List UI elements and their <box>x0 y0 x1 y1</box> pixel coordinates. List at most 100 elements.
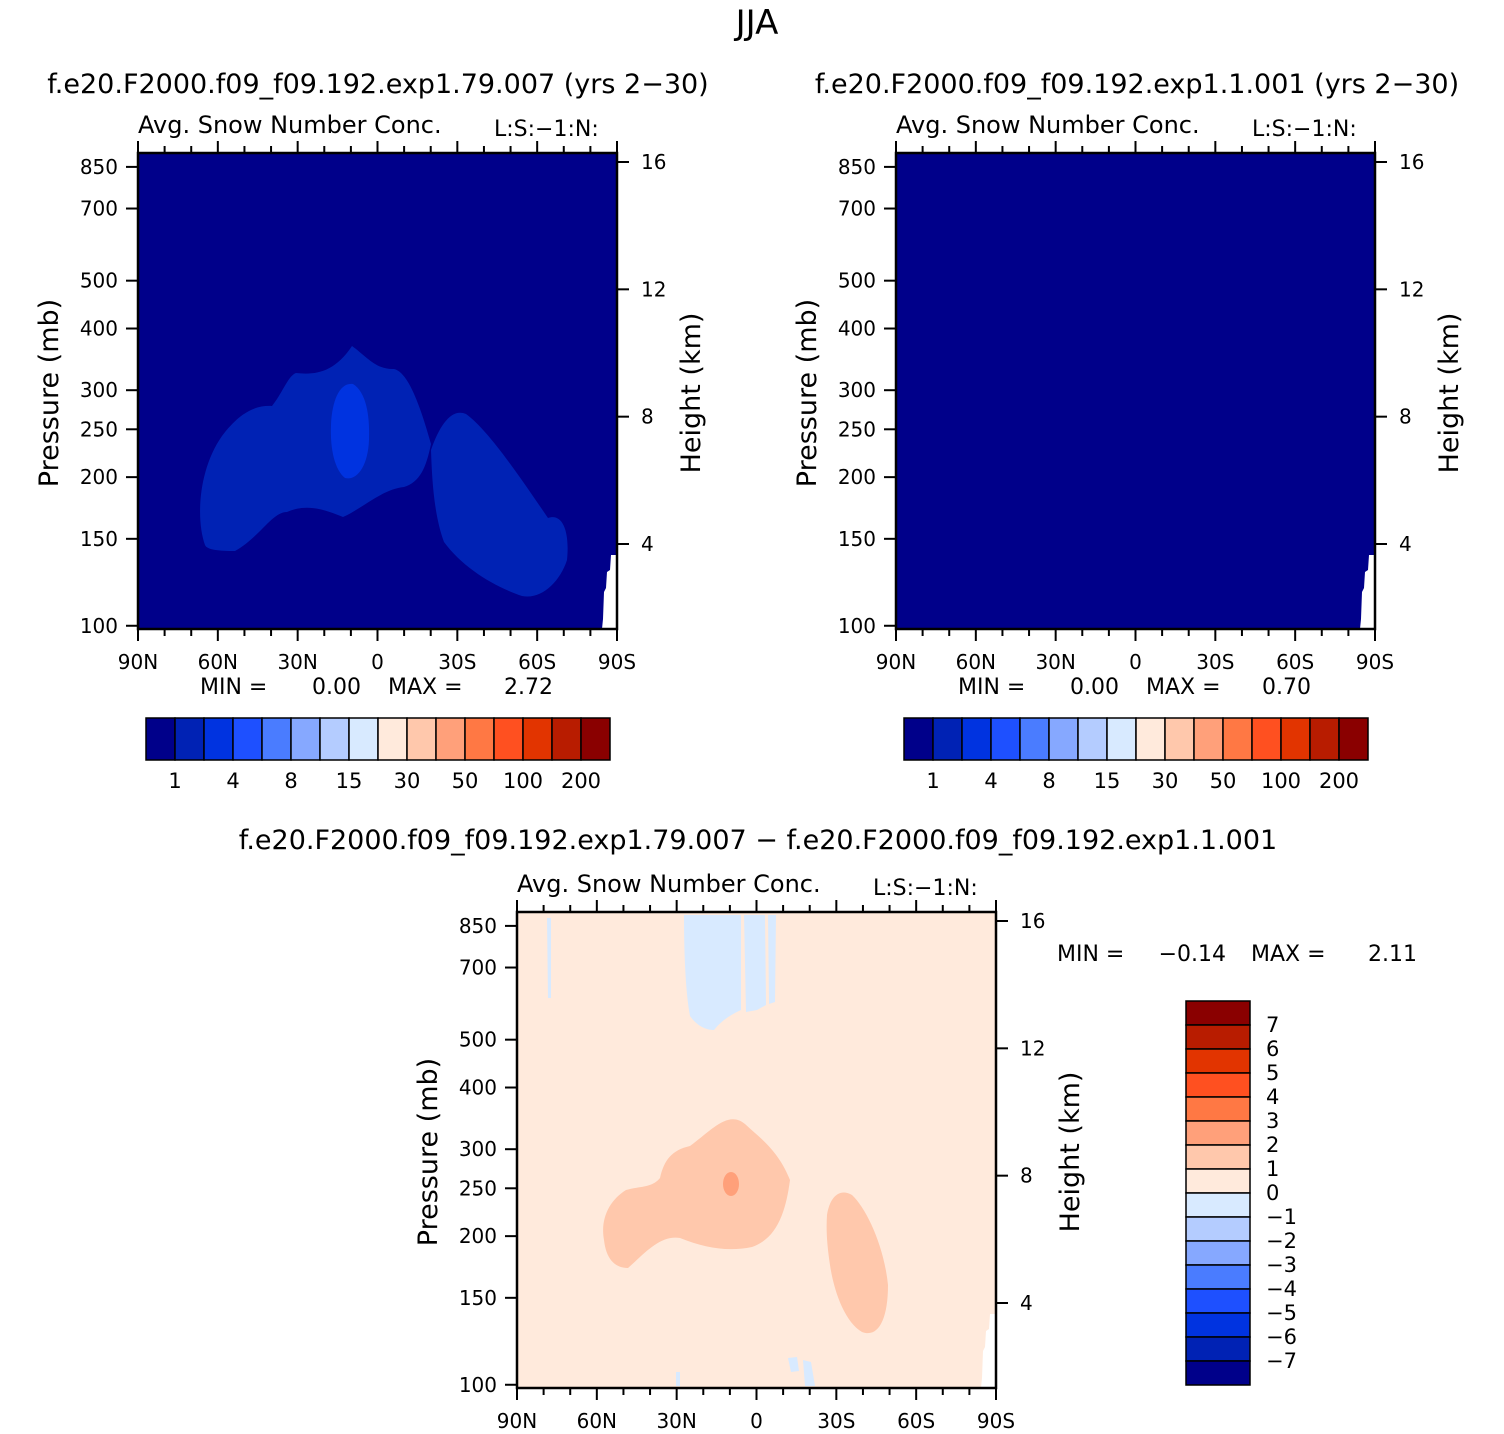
lat-tick-label: 60N <box>956 650 996 674</box>
colorbar-label: 3 <box>1266 1109 1279 1133</box>
lat-tick-label: 90S <box>598 650 636 674</box>
lat-tick-label: 0 <box>750 1409 763 1433</box>
pressure-tick-label: 400 <box>838 317 876 341</box>
lat-tick-label: 30S <box>438 650 476 674</box>
colorbar-swatch <box>1185 1240 1251 1266</box>
colorbar-swatch <box>1251 717 1282 761</box>
panel-2-max-value: 0.70 <box>1262 675 1311 700</box>
pressure-tick-label: 100 <box>80 614 118 638</box>
colorbar-swatch <box>1135 717 1166 761</box>
height-tick-label: 12 <box>1399 277 1424 301</box>
colorbar-swatch <box>1185 1192 1251 1218</box>
panel-1-subtitle-right: L:S:−1:N: <box>494 117 599 142</box>
lat-tick-label: 60S <box>897 1409 935 1433</box>
lat-tick-label: 30S <box>817 1409 855 1433</box>
panel-2-ylabel: Pressure (mb) <box>792 299 823 487</box>
panel-3-min-value: −0.14 <box>1159 942 1226 967</box>
lat-tick-label: 90N <box>876 650 916 674</box>
colorbar-label: 4 <box>226 769 239 793</box>
panel-1-min-label: MIN = <box>200 675 267 700</box>
colorbar-swatch <box>1309 717 1340 761</box>
colorbar-swatch <box>145 717 176 761</box>
pressure-tick-label: 700 <box>80 197 118 221</box>
pressure-tick-label: 250 <box>838 417 876 441</box>
colorbar-swatch <box>1185 1336 1251 1362</box>
height-tick-label: 4 <box>1020 1291 1033 1315</box>
colorbar-label: 50 <box>452 769 479 793</box>
panel-3-ylabel: Pressure (mb) <box>413 1058 444 1246</box>
pressure-tick-label: 300 <box>838 378 876 402</box>
colorbar-label: −6 <box>1266 1325 1297 1349</box>
colorbar-label: 2 <box>1266 1133 1279 1157</box>
colorbar-swatch <box>1185 1288 1251 1314</box>
panel-3-subtitle-right: L:S:−1:N: <box>873 876 978 901</box>
lat-tick-label: 60S <box>518 650 556 674</box>
colorbar-swatch <box>522 717 553 761</box>
colorbar-swatch <box>961 717 992 761</box>
pressure-tick-label: 150 <box>459 1286 497 1310</box>
panel-3-subtitle: Avg. Snow Number Conc. <box>517 870 821 898</box>
colorbar-swatch <box>290 717 321 761</box>
colorbar-label: 100 <box>1261 769 1301 793</box>
pressure-tick-label: 500 <box>80 269 118 293</box>
pressure-tick-label: 850 <box>80 155 118 179</box>
pressure-tick-label: 100 <box>459 1373 497 1397</box>
colorbar-swatch <box>348 717 379 761</box>
lat-tick-label: 0 <box>371 650 384 674</box>
panel-3-min-label: MIN = <box>1057 942 1124 967</box>
lat-tick-label: 30N <box>1035 650 1075 674</box>
lat-tick-label: 30N <box>277 650 317 674</box>
colorbar-swatch <box>1048 717 1079 761</box>
height-tick-label: 12 <box>1020 1036 1045 1060</box>
panel-1-max-value: 2.72 <box>504 675 553 700</box>
panel-3-max-value: 2.11 <box>1368 942 1417 967</box>
colorbar-swatch <box>1185 1048 1251 1074</box>
colorbar-swatch <box>551 717 582 761</box>
colorbar-swatch <box>1338 717 1369 761</box>
panel-3-max-label: MAX = <box>1251 942 1326 967</box>
panel-1-ylabel: Pressure (mb) <box>34 299 65 487</box>
lat-tick-label: 0 <box>1129 650 1142 674</box>
panel-3-ticks <box>505 900 1008 1400</box>
colorbar-swatch <box>319 717 350 761</box>
panel-2-header: f.e20.F2000.f09_f09.192.exp1.1.001 (yrs … <box>815 69 1459 100</box>
colorbar-swatch <box>1185 1312 1251 1338</box>
colorbar-label: 100 <box>503 769 543 793</box>
colorbar-swatch <box>377 717 408 761</box>
colorbar-swatch <box>1019 717 1050 761</box>
colorbar-label: 5 <box>1266 1061 1279 1085</box>
pressure-tick-label: 200 <box>80 465 118 489</box>
pressure-tick-label: 150 <box>838 527 876 551</box>
panel-1: f.e20.F2000.f09_f09.192.exp1.79.007 (yrs… <box>34 69 709 793</box>
height-tick-label: 8 <box>1399 405 1412 429</box>
pressure-tick-label: 100 <box>838 614 876 638</box>
lat-tick-label: 60N <box>577 1409 617 1433</box>
panel-3-region-negative-low-2 <box>803 1360 815 1386</box>
panel-3-region-max-core <box>723 1172 739 1196</box>
colorbar-swatch <box>1185 1168 1251 1194</box>
colorbar-label: −5 <box>1266 1301 1297 1325</box>
colorbar-swatch <box>464 717 495 761</box>
panel-1-header: f.e20.F2000.f09_f09.192.exp1.79.007 (yrs… <box>47 69 708 100</box>
panel-3: f.e20.F2000.f09_f09.192.exp1.79.007 − f.… <box>239 825 1417 1433</box>
colorbar-label: −3 <box>1266 1253 1297 1277</box>
panel-3-region-positive-sh <box>826 1192 888 1334</box>
height-tick-label: 8 <box>1020 1164 1033 1188</box>
colorbar-swatch <box>232 717 263 761</box>
colorbar-swatch <box>1280 717 1311 761</box>
pressure-tick-label: 200 <box>459 1224 497 1248</box>
panel-2-ticks <box>884 141 1387 641</box>
colorbar-label: −7 <box>1266 1349 1297 1373</box>
panel-3-missing-data <box>981 1314 996 1388</box>
colorbar-label: −4 <box>1266 1277 1297 1301</box>
panel-3-header: f.e20.F2000.f09_f09.192.exp1.79.007 − f.… <box>239 825 1277 856</box>
pressure-tick-label: 700 <box>838 197 876 221</box>
panel-2-plot <box>884 141 1387 641</box>
colorbar-label: 8 <box>1042 769 1055 793</box>
colorbar-label: 1 <box>168 769 181 793</box>
lat-tick-label: 30S <box>1196 650 1234 674</box>
panel-1-missing-data <box>602 555 617 629</box>
colorbar-swatch <box>435 717 466 761</box>
